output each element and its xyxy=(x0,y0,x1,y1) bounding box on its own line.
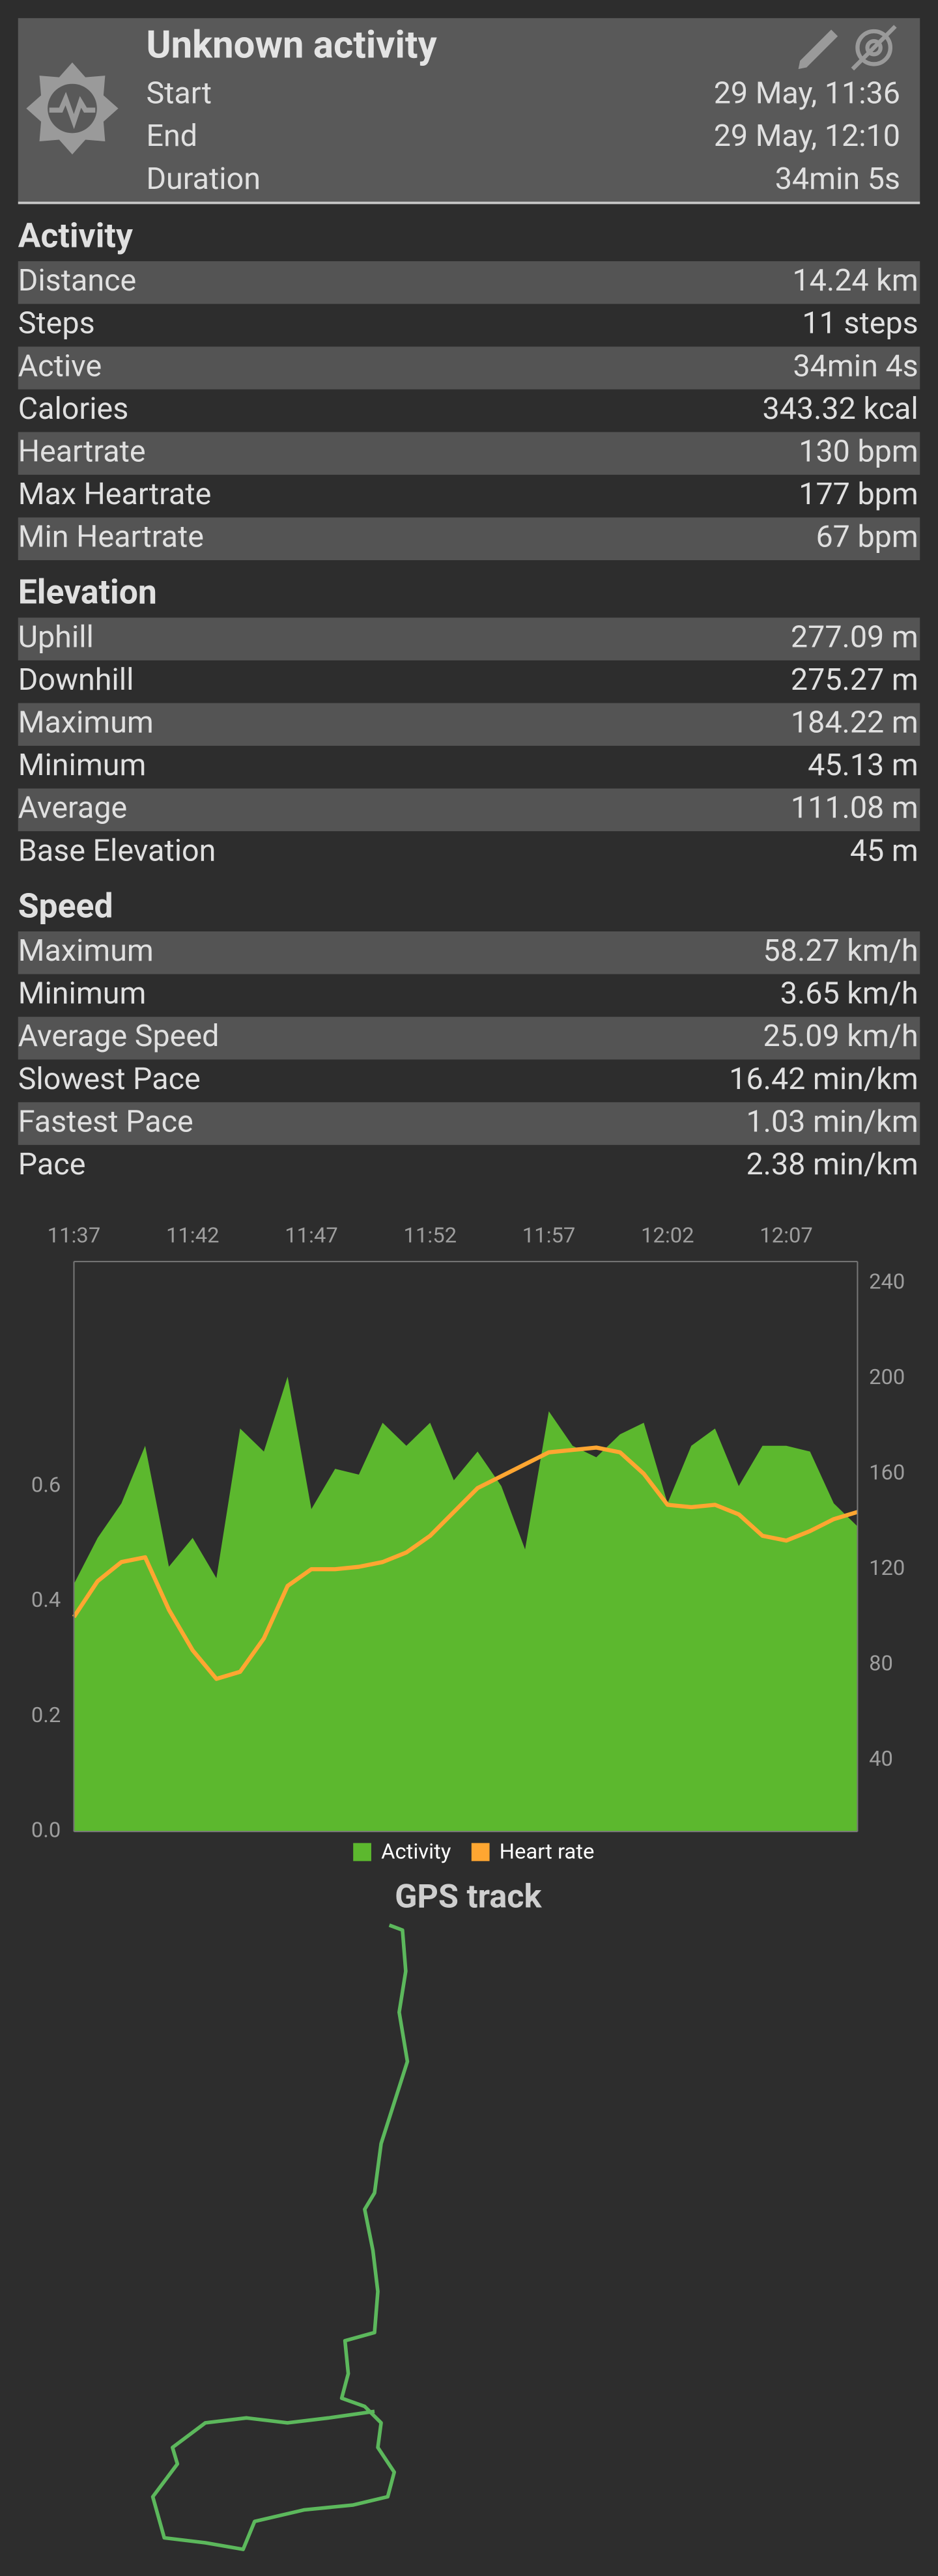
row-value: 3.65 km/h xyxy=(780,976,918,1012)
y2-tick-label: 40 xyxy=(869,1747,893,1772)
row-label: Downhill xyxy=(18,662,134,698)
row-value: 58.27 km/h xyxy=(763,933,918,969)
row-label: Uphill xyxy=(18,619,94,655)
header-label: Start xyxy=(146,76,212,111)
row-band xyxy=(18,347,920,389)
row-value: 1.03 min/km xyxy=(746,1104,918,1139)
row-label: Minimum xyxy=(18,976,147,1012)
x-tick-label: 11:52 xyxy=(403,1224,457,1249)
row-value: 45 m xyxy=(850,833,918,868)
row-label: Heartrate xyxy=(18,434,146,469)
row-value: 34min 4s xyxy=(793,348,918,384)
row-label: Active xyxy=(18,348,102,384)
y2-tick-label: 240 xyxy=(869,1270,905,1295)
y2-tick-label: 120 xyxy=(869,1556,905,1581)
header-label: Duration xyxy=(146,162,261,197)
header-value: 34min 5s xyxy=(775,162,900,197)
row-band xyxy=(18,1017,920,1060)
activity-area xyxy=(74,1376,858,1832)
row-band xyxy=(18,703,920,746)
x-tick-label: 11:37 xyxy=(48,1224,101,1249)
row-label: Average Speed xyxy=(18,1019,220,1054)
row-label: Minimum xyxy=(18,748,147,783)
row-label: Max Heartrate xyxy=(18,477,212,512)
row-value: 11 steps xyxy=(802,306,918,341)
y-tick-label: 0.4 xyxy=(31,1588,61,1613)
x-tick-label: 11:42 xyxy=(166,1224,220,1249)
section-title: Elevation xyxy=(18,573,157,612)
row-label: Maximum xyxy=(18,705,154,741)
row-value: 177 bpm xyxy=(799,477,918,512)
legend-label: Heart rate xyxy=(500,1839,595,1864)
row-label: Fastest Pace xyxy=(18,1104,193,1139)
legend-swatch xyxy=(353,1843,371,1861)
row-label: Min Heartrate xyxy=(18,520,204,555)
row-value: 343.32 kcal xyxy=(762,391,918,427)
row-band xyxy=(18,931,920,974)
row-value: 184.22 m xyxy=(791,705,918,741)
row-label: Pace xyxy=(18,1147,86,1182)
row-value: 45.13 m xyxy=(808,748,918,783)
x-tick-label: 12:02 xyxy=(641,1224,694,1249)
y2-tick-label: 80 xyxy=(869,1651,893,1676)
y-tick-label: 0.0 xyxy=(31,1819,61,1843)
row-value: 2.38 min/km xyxy=(746,1147,918,1182)
gps-track xyxy=(150,1923,410,2551)
row-value: 14.24 km xyxy=(792,263,918,298)
section-title: Activity xyxy=(18,216,133,255)
row-label: Maximum xyxy=(18,933,154,969)
y2-tick-label: 200 xyxy=(869,1365,905,1390)
header-value: 29 May, 12:10 xyxy=(714,119,900,154)
row-band xyxy=(18,517,920,561)
row-label: Slowest Pace xyxy=(18,1062,201,1097)
activity-title: Unknown activity xyxy=(146,23,437,68)
activity-icon xyxy=(26,62,119,155)
row-label: Calories xyxy=(18,391,129,427)
header-box xyxy=(18,18,920,203)
row-band xyxy=(18,261,920,304)
edit-button[interactable] xyxy=(798,29,838,70)
header-label: End xyxy=(146,119,197,154)
section-title: Speed xyxy=(18,886,113,926)
y2-tick-label: 160 xyxy=(869,1460,905,1485)
row-band xyxy=(18,432,920,475)
heart-rate-line xyxy=(72,1445,859,1681)
row-band xyxy=(18,788,920,832)
row-value: 67 bpm xyxy=(816,520,918,555)
x-tick-label: 11:57 xyxy=(522,1224,576,1249)
row-label: Base Elevation xyxy=(18,833,216,868)
row-value: 275.27 m xyxy=(791,662,918,698)
row-label: Steps xyxy=(18,306,95,341)
legend-swatch xyxy=(471,1843,490,1861)
x-tick-label: 12:07 xyxy=(760,1224,813,1249)
row-label: Average xyxy=(18,791,128,826)
gps-title: GPS track xyxy=(395,1878,542,1916)
x-tick-label: 11:47 xyxy=(285,1224,338,1249)
row-band xyxy=(18,617,920,660)
row-value: 16.42 min/km xyxy=(729,1062,918,1097)
legend-label: Activity xyxy=(381,1839,451,1864)
change-type-button[interactable] xyxy=(851,25,897,71)
row-band xyxy=(18,1102,920,1145)
row-label: Distance xyxy=(18,263,137,298)
row-value: 130 bpm xyxy=(799,434,918,469)
header-value: 29 May, 11:36 xyxy=(714,76,900,111)
row-value: 111.08 m xyxy=(791,791,918,826)
y-tick-label: 0.6 xyxy=(31,1473,61,1497)
y-tick-label: 0.2 xyxy=(31,1703,61,1728)
row-value: 25.09 km/h xyxy=(763,1019,918,1054)
row-value: 277.09 m xyxy=(791,619,918,655)
